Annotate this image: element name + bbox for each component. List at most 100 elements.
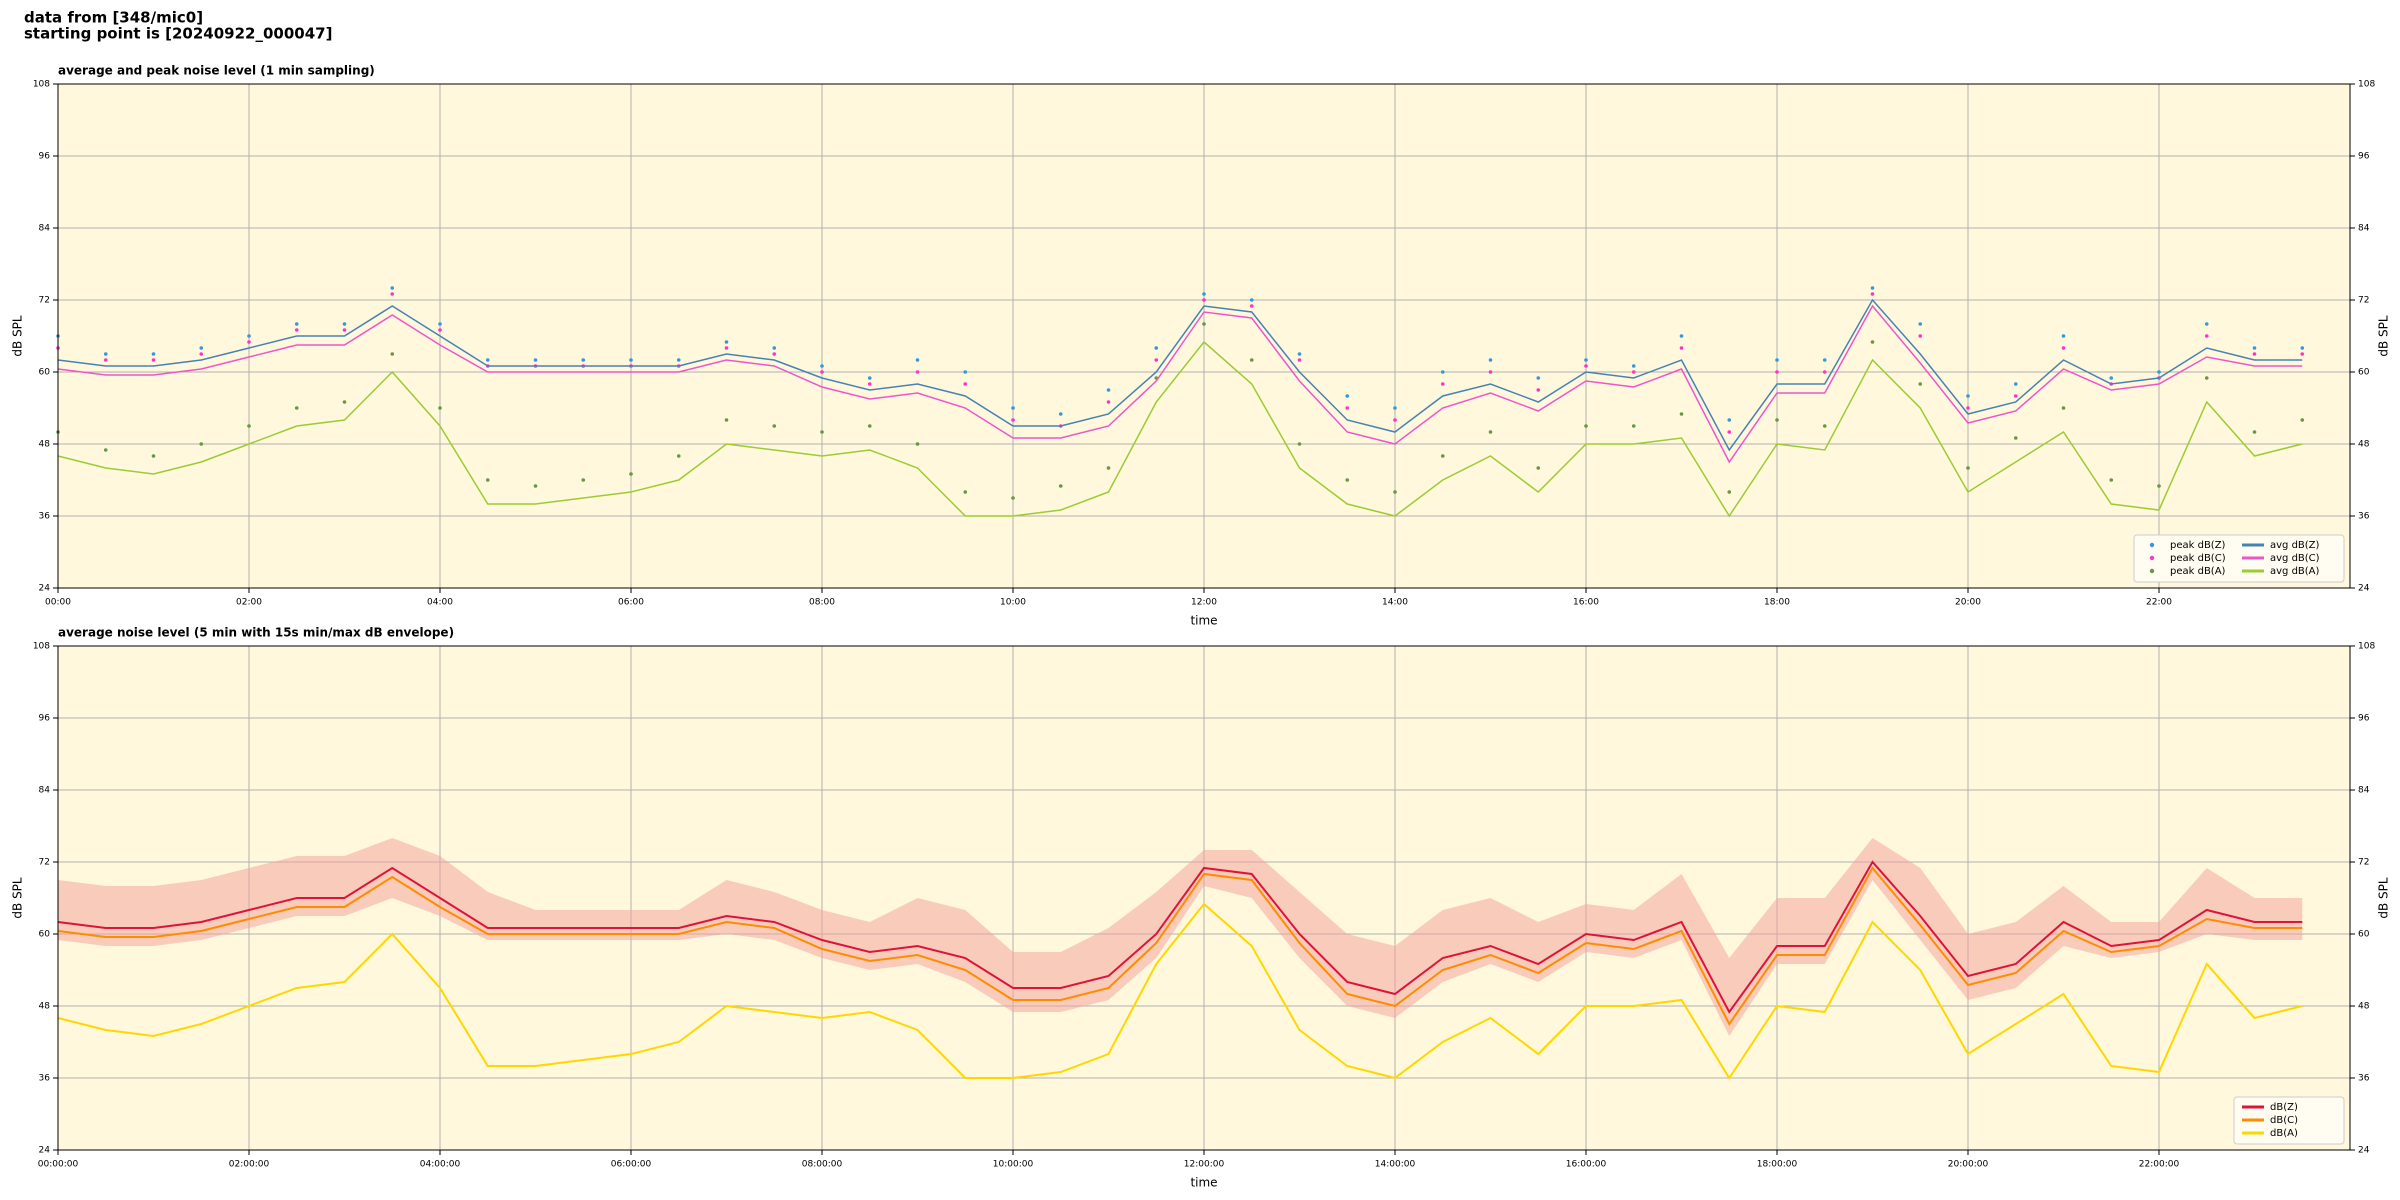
peak-dot [1345, 478, 1350, 482]
x-tick-label: 08:00:00 [802, 1160, 843, 1170]
y2-tick-label: 24 [2358, 584, 2370, 594]
peak-dot [1297, 442, 1302, 446]
peak-dot [151, 352, 156, 356]
y2-tick-label: 48 [2358, 1002, 2370, 1012]
y2-tick-label: 60 [2358, 930, 2370, 940]
peak-dot [1536, 466, 1541, 470]
peak-dot [103, 448, 108, 452]
peak-dot [2061, 334, 2066, 338]
y-tick-label: 96 [39, 152, 51, 162]
legend-swatch [2149, 568, 2155, 574]
peak-dot [1822, 370, 1827, 374]
y-tick-label: 60 [39, 930, 51, 940]
y-tick-label: 48 [39, 440, 51, 450]
peak-dot [199, 442, 204, 446]
y-tick-label: 84 [39, 224, 51, 234]
peak-dot [1202, 322, 1206, 326]
peak-dot [1202, 292, 1206, 296]
peak-dot [1106, 388, 1111, 392]
y2-tick-label: 24 [2358, 1146, 2370, 1156]
peak-dot [1440, 382, 1445, 386]
peak-dot [1249, 298, 1254, 302]
x-axis-label: time [1190, 1176, 1217, 1190]
peak-dot [151, 454, 156, 458]
legend-label: peak dB(C) [2170, 553, 2226, 564]
peak-dot [1822, 358, 1827, 362]
peak-dot [103, 352, 108, 356]
y-tick-label: 24 [39, 1146, 51, 1156]
header-line: data from [348/mic0] [24, 9, 203, 27]
legend-label: avg dB(A) [2270, 566, 2320, 577]
peak-dot [2157, 484, 2161, 488]
peak-dot [1393, 490, 1397, 494]
y-tick-label: 96 [39, 714, 51, 724]
x-tick-label: 14:00:00 [1375, 1160, 1416, 1170]
peak-dot [342, 400, 347, 404]
peak-dot [247, 424, 251, 428]
y-tick-label: 24 [39, 584, 51, 594]
series-line [57, 860, 2303, 1014]
peak-dot [485, 358, 490, 362]
peak-dot [2204, 322, 2209, 326]
plot-frame [57, 645, 2351, 1151]
peak-dot [1584, 424, 1588, 428]
peak-dot [772, 346, 777, 350]
peak-dot [1775, 370, 1779, 374]
peak-dot [1584, 358, 1588, 362]
x-tick-label: 06:00:00 [611, 1160, 652, 1170]
x-tick-label: 04:00 [427, 598, 453, 608]
peak-dot [438, 406, 442, 410]
peak-dot [1918, 382, 1923, 386]
peak-dot [1297, 358, 1302, 362]
peak-dot [151, 358, 156, 362]
peak-dot [915, 442, 920, 446]
peak-dot [1249, 358, 1254, 362]
x-tick-label: 02:00:00 [229, 1160, 270, 1170]
peak-dot [485, 478, 490, 482]
peak-dot [772, 352, 777, 356]
x-tick-label: 20:00 [1955, 598, 1981, 608]
peak-dot [867, 382, 872, 386]
peak-dot [581, 478, 586, 482]
peak-dot [676, 358, 681, 362]
peak-dot [2013, 382, 2018, 386]
x-tick-label: 12:00 [1191, 598, 1217, 608]
y2-tick-label: 36 [2358, 512, 2370, 522]
peak-dot [247, 340, 251, 344]
y2-tick-label: 84 [2358, 224, 2370, 234]
y-tick-label: 84 [39, 786, 51, 796]
peak-dot [867, 376, 872, 380]
peak-dot [1822, 424, 1827, 428]
peak-dot [438, 328, 442, 332]
chart-title: average noise level (5 min with 15s min/… [58, 626, 454, 640]
peak-dot [1393, 406, 1397, 410]
y2-tick-label: 96 [2358, 152, 2370, 162]
y-tick-label: 72 [39, 858, 50, 868]
y-tick-label: 36 [39, 512, 51, 522]
peak-dot [1918, 334, 1923, 338]
y2-tick-label: 108 [2358, 80, 2375, 90]
y-axis-label: dB SPL [11, 877, 25, 919]
peak-dot [1154, 346, 1159, 350]
peak-dot [2061, 346, 2066, 350]
peak-dot [2109, 478, 2114, 482]
peak-dot [724, 418, 729, 422]
y2-tick-label: 72 [2358, 858, 2369, 868]
series-line [57, 902, 2303, 1080]
peak-dot [1058, 484, 1063, 488]
x-tick-label: 12:00:00 [1184, 1160, 1225, 1170]
peak-dot [1727, 418, 1732, 422]
peak-dot [2157, 370, 2161, 374]
peak-dot [294, 322, 299, 326]
peak-dot [1870, 286, 1875, 290]
x-tick-label: 18:00 [1764, 598, 1790, 608]
y-tick-label: 108 [33, 642, 50, 652]
y2-tick-label: 96 [2358, 714, 2370, 724]
y-tick-label: 72 [39, 296, 50, 306]
peak-dot [1297, 352, 1302, 356]
peak-dot [2252, 352, 2257, 356]
peak-dot [390, 292, 395, 296]
legend-swatch [2149, 542, 2155, 548]
x-tick-label: 22:00:00 [2139, 1160, 2180, 1170]
